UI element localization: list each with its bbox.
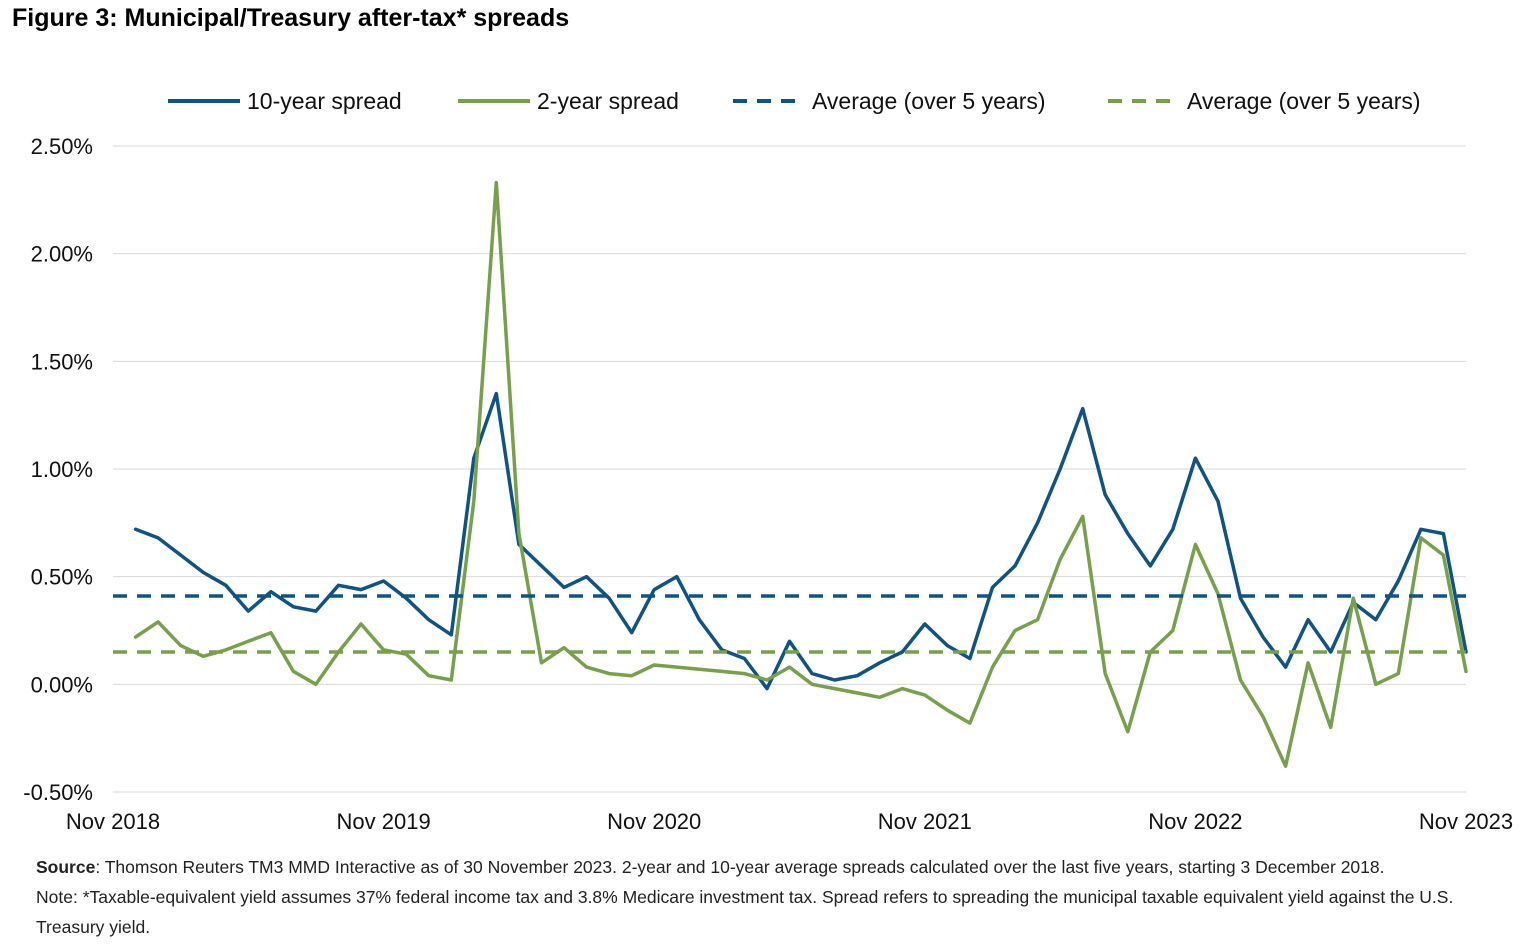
legend-label: Average (over 5 years) bbox=[1187, 88, 1421, 114]
legend-item-3: Average (over 5 years) bbox=[1108, 88, 1421, 114]
chart-title: Figure 3: Municipal/Treasury after-tax* … bbox=[12, 4, 570, 32]
source-text: : Thomson Reuters TM3 MMD Interactive as… bbox=[95, 857, 1385, 877]
y-tick-label: 0.50% bbox=[31, 565, 93, 590]
y-tick-label: 2.50% bbox=[31, 134, 93, 159]
series-group bbox=[113, 180, 1468, 768]
source-note: Source: Thomson Reuters TM3 MMD Interact… bbox=[36, 852, 1506, 882]
y-tick-label: 1.00% bbox=[31, 457, 93, 482]
y-tick-label: 2.00% bbox=[31, 242, 93, 267]
y-axis-ticks: 2.50% 2.00% 1.50% 1.00% 0.50% 0.00% -0.50% bbox=[23, 134, 93, 805]
legend-label: Average (over 5 years) bbox=[812, 88, 1046, 114]
x-tick-label: Nov 2023 bbox=[1419, 809, 1513, 834]
legend-label: 2-year spread bbox=[537, 88, 679, 114]
legend-label: 10-year spread bbox=[247, 88, 402, 114]
y-tick-label: -0.50% bbox=[23, 780, 93, 805]
y-tick-label: 1.50% bbox=[31, 349, 93, 374]
x-tick-label: Nov 2021 bbox=[878, 809, 972, 834]
x-tick-label: Nov 2019 bbox=[337, 809, 431, 834]
line-chart: 10-year spread 2-year spread Average (over… bbox=[23, 88, 1513, 834]
legend-item-0: 10-year spread bbox=[168, 88, 402, 114]
x-axis-ticks: Nov 2018 Nov 2019 Nov 2020 Nov 2021 Nov 2022… bbox=[66, 809, 1513, 834]
gridlines bbox=[113, 145, 1466, 793]
series-line-0 bbox=[133, 391, 1468, 691]
legend-item-2: Average (over 5 years) bbox=[733, 88, 1046, 114]
x-tick-label: Nov 2020 bbox=[607, 809, 701, 834]
legend-item-1: 2-year spread bbox=[458, 88, 679, 114]
y-tick-label: 0.00% bbox=[31, 672, 93, 697]
tax-note: Note: *Taxable-equivalent yield assumes … bbox=[36, 887, 1454, 937]
legend: 10-year spread 2-year spread Average (over… bbox=[168, 88, 1421, 114]
source-label: Source bbox=[36, 857, 96, 877]
x-tick-label: Nov 2018 bbox=[66, 809, 160, 834]
series-line-1 bbox=[133, 180, 1468, 768]
x-tick-label: Nov 2022 bbox=[1148, 809, 1242, 834]
footnotes: Source: Thomson Reuters TM3 MMD Interact… bbox=[36, 852, 1506, 942]
